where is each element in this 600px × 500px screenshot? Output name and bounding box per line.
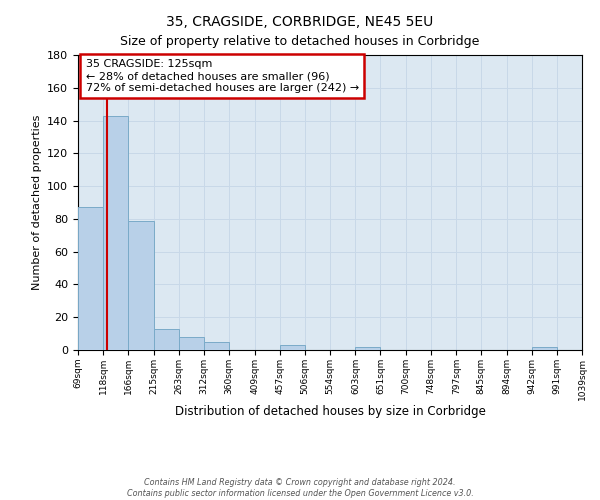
Bar [154, 328, 179, 350]
Bar [532, 346, 557, 350]
X-axis label: Distribution of detached houses by size in Corbridge: Distribution of detached houses by size … [175, 406, 485, 418]
Bar [204, 342, 229, 350]
Bar [103, 116, 128, 350]
Text: 35 CRAGSIDE: 125sqm
← 28% of detached houses are smaller (96)
72% of semi-detach: 35 CRAGSIDE: 125sqm ← 28% of detached ho… [86, 60, 359, 92]
Y-axis label: Number of detached properties: Number of detached properties [32, 115, 41, 290]
Bar [280, 345, 305, 350]
Bar [179, 337, 204, 350]
Text: Contains HM Land Registry data © Crown copyright and database right 2024.
Contai: Contains HM Land Registry data © Crown c… [127, 478, 473, 498]
Bar [78, 208, 103, 350]
Bar [128, 220, 154, 350]
Text: 35, CRAGSIDE, CORBRIDGE, NE45 5EU: 35, CRAGSIDE, CORBRIDGE, NE45 5EU [166, 15, 434, 29]
Bar [355, 346, 380, 350]
Text: Size of property relative to detached houses in Corbridge: Size of property relative to detached ho… [121, 35, 479, 48]
